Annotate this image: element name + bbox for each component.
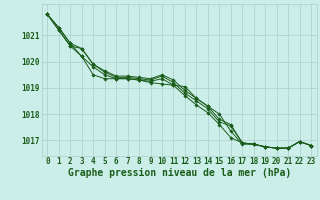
X-axis label: Graphe pression niveau de la mer (hPa): Graphe pression niveau de la mer (hPa): [68, 168, 291, 178]
